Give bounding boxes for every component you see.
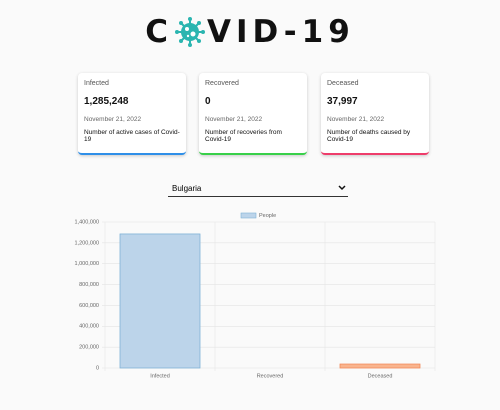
y-tick-label: 200,000 <box>79 345 99 351</box>
card-value: 0 <box>205 96 211 107</box>
card-description: Number of recoveries from Covid-19 <box>205 129 282 143</box>
title-right: VID-19 <box>206 14 355 50</box>
y-tick-label: 800,000 <box>79 282 99 288</box>
country-select[interactable]: Bulgaria <box>168 182 348 197</box>
chart: 0 200,000 400,000 600,000 800,000 1,000,000 1,… <box>75 212 436 379</box>
card-value: 1,285,248 <box>84 96 129 107</box>
x-tick-label: Recovered <box>257 373 284 379</box>
y-tick-label: 0 <box>96 365 99 371</box>
legend-swatch <box>240 212 257 219</box>
card-date: November 21, 2022 <box>84 116 142 123</box>
y-tick-label: 1,200,000 <box>75 240 99 246</box>
y-tick-label: 400,000 <box>79 324 99 330</box>
virus-icon <box>174 17 205 47</box>
card-date: November 21, 2022 <box>205 116 263 123</box>
title-left: C <box>145 14 173 50</box>
selected-country: Bulgaria <box>172 184 202 193</box>
y-tick-label: 1,000,000 <box>75 261 99 267</box>
y-tick-label: 1,400,000 <box>75 219 99 225</box>
card-label: Recovered <box>205 80 239 87</box>
chevron <box>338 185 346 191</box>
x-tick-label: Infected <box>150 373 170 379</box>
card-value: 37,997 <box>327 96 358 107</box>
card-date: November 21, 2022 <box>327 116 385 123</box>
bar <box>339 363 421 369</box>
card-label: Infected <box>84 80 109 87</box>
card: Infected 1,285,248 November 21, 2022 Number… <box>78 73 186 155</box>
y-tick-label: 600,000 <box>79 303 99 309</box>
app-title: C VID-19 <box>0 14 500 50</box>
card-description: Number of active cases of Covid-19 <box>84 129 180 143</box>
legend-label: People <box>259 213 276 219</box>
x-tick-label: Deceased <box>368 373 393 379</box>
card: Deceased 37,997 November 21, 2022 Number of… <box>321 73 429 155</box>
card-description: Number of deaths caused by Covid-19 <box>327 129 411 143</box>
card-label: Deceased <box>327 80 359 87</box>
card: Recovered 0 November 21, 2022 Number of rec… <box>199 73 307 155</box>
bar <box>119 233 201 369</box>
